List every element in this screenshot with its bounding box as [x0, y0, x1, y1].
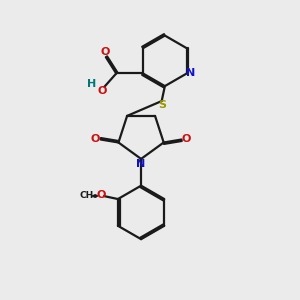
Text: O: O	[97, 86, 107, 96]
Text: S: S	[158, 100, 166, 110]
Text: O: O	[182, 134, 191, 144]
Text: N: N	[186, 68, 195, 79]
Text: CH₃: CH₃	[79, 191, 97, 200]
Text: H: H	[87, 80, 97, 89]
Text: O: O	[96, 190, 106, 200]
Text: N: N	[136, 159, 146, 169]
Text: O: O	[100, 47, 110, 57]
Text: O: O	[91, 134, 100, 144]
